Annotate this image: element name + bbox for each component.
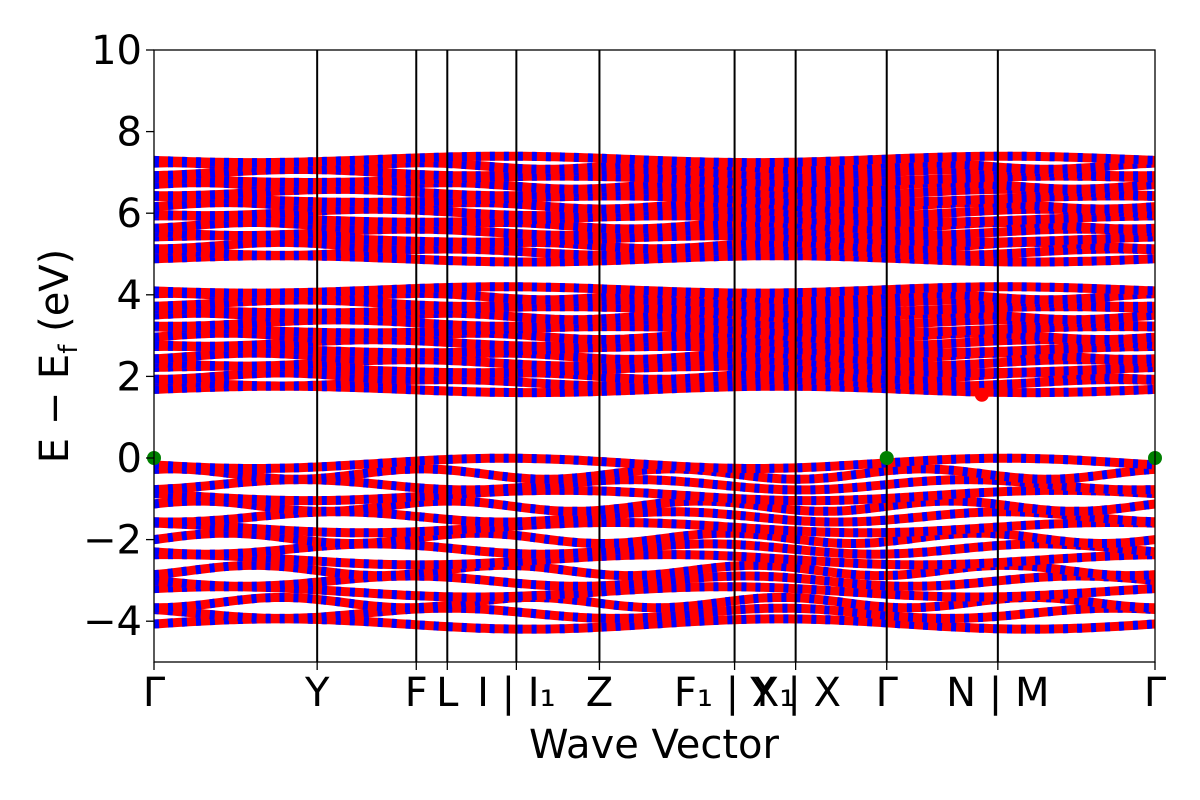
- band-line-up: [153, 151, 1156, 168]
- y-axis-label-main: E − E: [32, 354, 78, 464]
- x-tick-label: F: [405, 670, 428, 716]
- high-symmetry-lines: [316, 50, 999, 662]
- cbm-marker: [974, 387, 989, 402]
- y-tick-label: 6: [117, 191, 142, 237]
- band-line-up: [153, 582, 1156, 602]
- plot-frame: [153, 49, 1156, 663]
- x-tick-label: Γ: [876, 670, 899, 716]
- band-line-up: [153, 171, 1156, 187]
- y-axis: −4 −2 0 2 4 6 8 10: [83, 28, 154, 645]
- band-line-up: [153, 191, 1156, 207]
- vbm-marker: [879, 451, 894, 465]
- band-line-up: [154, 211, 1156, 227]
- y-tick-label: 0: [117, 436, 142, 482]
- band-line-up: [153, 178, 1156, 194]
- y-tick-label: −2: [83, 518, 142, 564]
- y-axis-label-subscript: f: [54, 344, 84, 354]
- x-tick-label: Y | X: [749, 670, 841, 716]
- band-line-up: [153, 496, 1156, 516]
- band-lines: [153, 151, 1156, 634]
- band-line-up: [153, 571, 1156, 591]
- band-line-up: [153, 282, 1156, 298]
- y-tick-label: −4: [83, 599, 142, 645]
- x-axis-label: Wave Vector: [529, 722, 780, 768]
- x-tick-label: Γ: [143, 670, 166, 716]
- band-line-up: [153, 308, 1156, 325]
- band-line-up: [153, 528, 1156, 548]
- x-tick-label: F₁ | X₁: [674, 670, 795, 716]
- y-tick-label: 10: [91, 28, 142, 74]
- band-line-up: [153, 453, 1156, 473]
- x-tick-label: I | I₁: [477, 670, 556, 716]
- y-tick-label: 4: [117, 273, 142, 319]
- x-tick-label: N | M: [946, 670, 1049, 716]
- band-line-up: [153, 322, 1155, 338]
- x-tick-label: Γ: [1144, 670, 1167, 716]
- y-axis-label-unit: (eV): [32, 249, 78, 345]
- x-tick-label: Z: [586, 670, 613, 716]
- band-line-up: [153, 302, 1156, 318]
- band-line-up: [153, 244, 1156, 260]
- band-line-up: [154, 341, 1155, 358]
- x-tick-label: L: [436, 670, 459, 716]
- y-axis-label: E − Ef (eV): [32, 249, 84, 464]
- band-line-up: [153, 603, 1156, 623]
- y-tick-label: 8: [117, 110, 142, 156]
- band-line-up: [153, 375, 1156, 391]
- y-tick-label: 2: [117, 354, 142, 400]
- x-tick-label: Y: [304, 670, 330, 716]
- band-line-up: [153, 518, 1156, 538]
- band-line-up: [153, 485, 1156, 506]
- band-line-up: [153, 550, 1156, 570]
